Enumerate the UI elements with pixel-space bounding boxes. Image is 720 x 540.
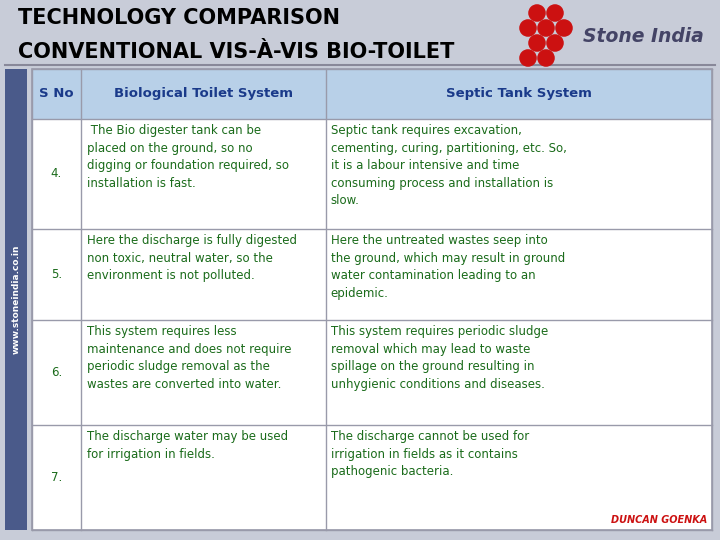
Text: Here the discharge is fully digested
non toxic, neutral water, so the
environmen: Here the discharge is fully digested non… xyxy=(87,234,297,282)
Text: 5.: 5. xyxy=(51,268,62,281)
Text: The discharge water may be used
for irrigation in fields.: The discharge water may be used for irri… xyxy=(87,430,288,461)
Text: Septic tank requires excavation,
cementing, curing, partitioning, etc. So,
it is: Septic tank requires excavation, cementi… xyxy=(330,124,567,207)
Text: The discharge cannot be used for
irrigation in fields as it contains
pathogenic : The discharge cannot be used for irrigat… xyxy=(330,430,528,478)
Bar xyxy=(32,69,712,530)
Text: This system requires less
maintenance and does not require
periodic sludge remov: This system requires less maintenance an… xyxy=(87,325,292,391)
Text: 6.: 6. xyxy=(51,366,62,379)
Text: Biological Toilet System: Biological Toilet System xyxy=(114,87,293,100)
Circle shape xyxy=(520,20,536,36)
Text: Stone India: Stone India xyxy=(583,26,703,45)
Circle shape xyxy=(547,35,563,51)
Text: CONVENTIONAL VIS-À-VIS BIO-TOILET: CONVENTIONAL VIS-À-VIS BIO-TOILET xyxy=(18,42,454,62)
Circle shape xyxy=(538,50,554,66)
Text: www.stoneindia.co.in: www.stoneindia.co.in xyxy=(12,245,20,354)
Circle shape xyxy=(520,50,536,66)
Bar xyxy=(32,69,712,530)
Circle shape xyxy=(538,20,554,36)
Text: The Bio digester tank can be
placed on the ground, so no
digging or foundation r: The Bio digester tank can be placed on t… xyxy=(87,124,289,190)
Text: 4.: 4. xyxy=(51,167,62,180)
Text: DUNCAN GOENKA: DUNCAN GOENKA xyxy=(611,515,707,525)
Text: Septic Tank System: Septic Tank System xyxy=(446,87,592,100)
Bar xyxy=(32,69,712,119)
Circle shape xyxy=(529,35,545,51)
Text: This system requires periodic sludge
removal which may lead to waste
spillage on: This system requires periodic sludge rem… xyxy=(330,325,548,391)
Text: Here the untreated wastes seep into
the ground, which may result in ground
water: Here the untreated wastes seep into the … xyxy=(330,234,564,300)
Text: S No: S No xyxy=(39,87,73,100)
Text: 7.: 7. xyxy=(51,471,62,484)
Bar xyxy=(5,69,27,530)
Circle shape xyxy=(547,5,563,21)
Text: TECHNOLOGY COMPARISON: TECHNOLOGY COMPARISON xyxy=(18,8,340,28)
Circle shape xyxy=(556,20,572,36)
Circle shape xyxy=(529,5,545,21)
